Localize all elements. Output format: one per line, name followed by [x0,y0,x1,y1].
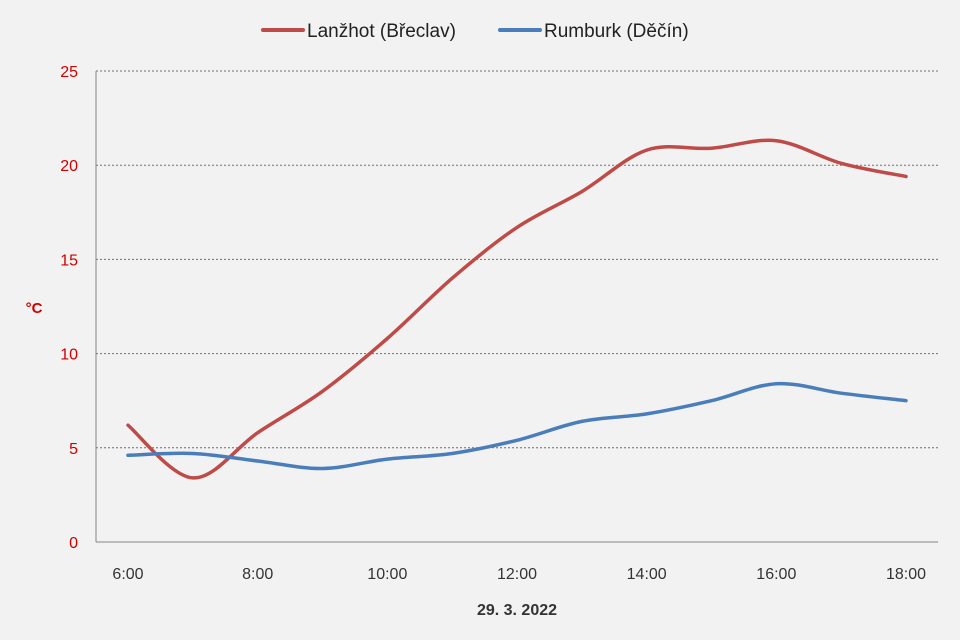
series-line-0 [126,138,908,480]
x-tick-label: 16:00 [756,566,796,583]
x-tick-label: 6:00 [112,566,143,583]
x-tick-label: 10:00 [367,566,407,583]
gridlines [96,70,938,449]
y-tick-label: 0 [69,535,78,552]
x-tick-labels: 6:00 8:00 10:00 12:00 14:00 16:00 18:00 [112,566,926,583]
legend-label-0: Lanžhot (Břeclav) [307,21,456,42]
legend-label-1: Rumburk (Děčín) [544,21,689,42]
series-line-1 [126,381,908,471]
axes [95,71,938,543]
y-axis-label: °C [26,300,43,317]
x-tick-label: 12:00 [497,566,537,583]
series-lines [126,138,908,480]
y-tick-labels: 0 5 10 15 20 25 [60,64,78,552]
x-axis-label: 29. 3. 2022 [477,602,557,619]
x-tick-label: 18:00 [886,566,926,583]
y-tick-label: 20 [60,158,78,175]
legend: Lanžhot (Břeclav) Rumburk (Děčín) [261,21,689,42]
y-tick-label: 25 [60,64,78,81]
y-tick-label: 15 [60,252,78,269]
x-tick-label: 14:00 [627,566,667,583]
y-tick-label: 5 [69,441,78,458]
y-tick-label: 10 [60,347,78,364]
x-tick-label: 8:00 [242,566,273,583]
